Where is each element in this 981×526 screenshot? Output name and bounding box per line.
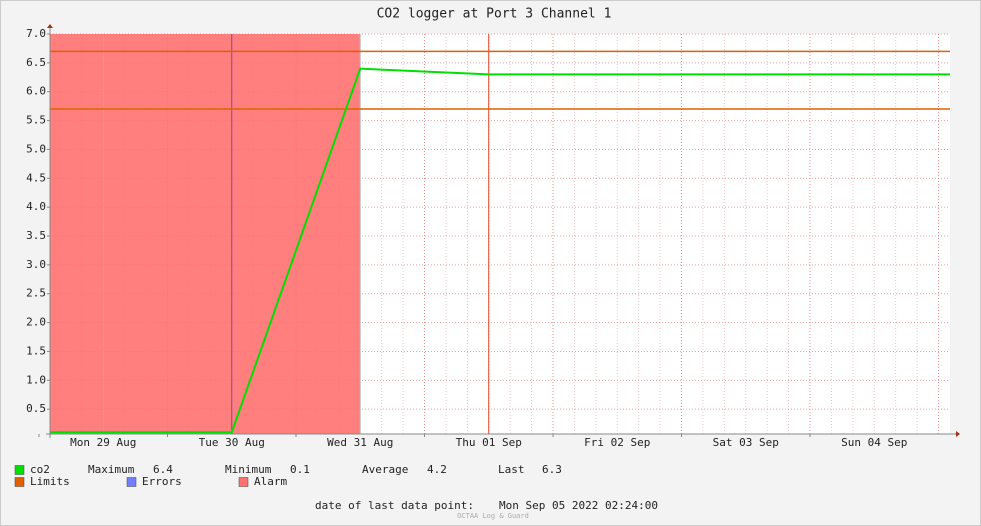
stat-label: Average [362, 463, 408, 476]
legend-label: Errors [142, 475, 182, 488]
stat-value: 4.2 [427, 463, 447, 476]
chart-title: CO2 logger at Port 3 Channel 1 [377, 7, 612, 22]
x-tick-label: Sun 04 Sep [841, 436, 907, 449]
y-tick-label: 3.5 [26, 229, 46, 242]
x-tick-label: Mon 29 Aug [70, 436, 136, 449]
y-tick-label: 6.0 [26, 85, 46, 98]
y-tick-label: 2.5 [26, 287, 46, 300]
legend-swatch [126, 477, 137, 487]
stat-value: 6.4 [153, 463, 173, 476]
legend-label: Alarm [254, 475, 287, 488]
y-tick-label: 7.0 [26, 27, 46, 40]
y-tick-label: 4.5 [26, 171, 46, 184]
watermark: OCTAA Log & Guard [457, 512, 529, 520]
legend-label: Limits [30, 475, 70, 488]
legend-label: co2 [30, 463, 50, 476]
x-tick-label: Thu 01 Sep [456, 436, 522, 449]
y-tick-label: 2.0 [26, 316, 46, 329]
stat-label: Last [498, 463, 525, 476]
y-tick-label: 1.5 [26, 344, 46, 357]
stat-value: 0.1 [290, 463, 310, 476]
stat-label: Maximum [88, 463, 135, 476]
co2-line [103, 67, 875, 434]
legend-swatch [14, 465, 25, 475]
y-arrow [47, 24, 53, 28]
footer-value: Mon Sep 05 2022 02:24:00 [499, 499, 658, 512]
x-tick-label: Tue 30 Aug [199, 436, 265, 449]
y-tick-label: 1.0 [26, 373, 46, 386]
stat-value: 6.3 [542, 463, 562, 476]
x-tick-label: Sat 03 Sep [713, 436, 779, 449]
y-tick-label: 6.5 [26, 56, 46, 69]
legend-swatch [238, 477, 249, 487]
footer-label: date of last data point: [315, 499, 474, 512]
y-tick-label: 4.0 [26, 200, 46, 213]
y-tick-label: 0.5 [26, 402, 46, 415]
alarm-area-edge [50, 34, 104, 434]
x-tick-label: Wed 31 Aug [327, 436, 393, 449]
legend-swatch [14, 477, 25, 487]
y-tick-label: 5.5 [26, 114, 46, 127]
stat-label: Minimum [225, 463, 272, 476]
x-arrow [956, 431, 960, 437]
y-tick-label: 5.0 [26, 142, 46, 155]
x-tick-label: Fri 02 Sep [584, 436, 650, 449]
y-tick-label: 3.0 [26, 258, 46, 271]
